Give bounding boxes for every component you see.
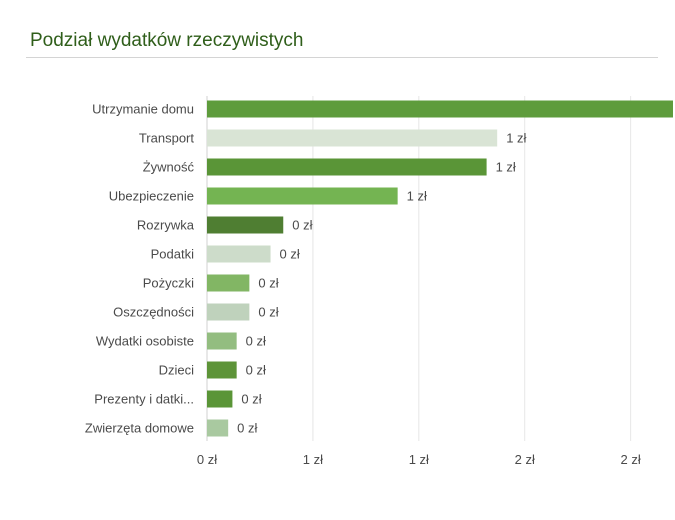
value-label: 0 zł xyxy=(292,218,312,233)
value-label: 1 zł xyxy=(407,189,427,204)
category-label: Transport xyxy=(139,131,195,146)
chart-title: Podział wydatków rzeczywistych xyxy=(30,30,304,51)
value-label: 0 zł xyxy=(280,247,300,262)
category-label: Pożyczki xyxy=(143,276,194,291)
value-label: 0 zł xyxy=(246,334,266,349)
bars xyxy=(207,100,673,437)
x-tick-label: 1 zł xyxy=(409,452,429,467)
category-label: Ubezpieczenie xyxy=(109,189,194,204)
bar xyxy=(207,187,398,205)
category-labels: Utrzymanie domu Transport Żywność Ubezpiecz… xyxy=(85,102,195,436)
x-tick-label: 1 zł xyxy=(303,452,323,467)
x-axis-tick-labels: 0 zł 1 zł 1 zł 2 zł 2 zł xyxy=(197,452,641,467)
category-label: Utrzymanie domu xyxy=(92,102,194,117)
value-label: 0 zł xyxy=(241,392,261,407)
value-label: 1 zł xyxy=(506,131,526,146)
value-labels: 1 zł1 zł1 zł0 zł0 zł0 zł0 zł0 zł0 zł0 zł… xyxy=(237,131,526,436)
category-label: Podatki xyxy=(151,247,194,262)
title-divider xyxy=(26,57,658,58)
category-label: Rozrywka xyxy=(137,218,195,233)
bar xyxy=(207,129,498,147)
value-label: 0 zł xyxy=(258,276,278,291)
bar xyxy=(207,245,271,263)
value-label: 0 zł xyxy=(237,421,257,436)
bar xyxy=(207,216,284,234)
bar xyxy=(207,419,229,437)
value-label: 0 zł xyxy=(258,305,278,320)
bar xyxy=(207,390,233,408)
value-label: 1 zł xyxy=(496,160,516,175)
x-tick-label: 2 zł xyxy=(515,452,535,467)
bar xyxy=(207,100,673,118)
category-label: Wydatki osobiste xyxy=(96,334,194,349)
x-tick-label: 2 zł xyxy=(621,452,641,467)
category-label: Dzieci xyxy=(159,363,195,378)
value-label: 0 zł xyxy=(246,363,266,378)
bar xyxy=(207,274,250,292)
category-label: Żywność xyxy=(143,160,195,175)
category-label: Zwierzęta domowe xyxy=(85,421,194,436)
bar xyxy=(207,158,487,176)
bar xyxy=(207,332,237,350)
x-tick-label: 0 zł xyxy=(197,452,217,467)
bar xyxy=(207,361,237,379)
category-label: Prezenty i datki... xyxy=(94,392,194,407)
category-label: Oszczędności xyxy=(113,305,194,320)
bar xyxy=(207,303,250,321)
gridlines xyxy=(206,96,632,441)
